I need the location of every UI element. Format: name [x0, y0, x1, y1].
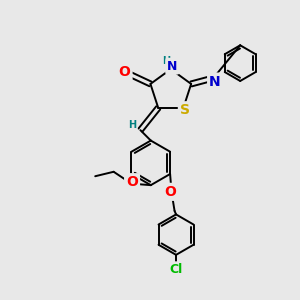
Text: N: N: [209, 75, 221, 88]
Text: S: S: [180, 103, 190, 117]
Text: Cl: Cl: [169, 263, 183, 276]
Text: O: O: [126, 175, 138, 189]
Text: O: O: [164, 185, 176, 199]
Text: N: N: [167, 60, 178, 73]
Text: H: H: [128, 120, 136, 130]
Text: H: H: [162, 56, 170, 66]
Text: O: O: [119, 65, 130, 79]
